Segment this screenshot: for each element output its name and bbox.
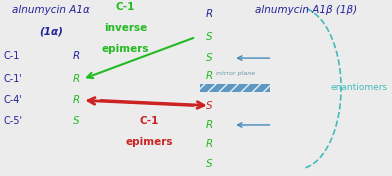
- Text: R: R: [206, 120, 213, 130]
- Text: enantiomers: enantiomers: [331, 83, 388, 93]
- Text: C-4': C-4': [4, 95, 23, 105]
- Text: epimers: epimers: [125, 137, 173, 147]
- Text: inverse: inverse: [104, 23, 147, 33]
- Text: (1α): (1α): [39, 26, 63, 36]
- Text: alnumycin A1α: alnumycin A1α: [12, 5, 90, 15]
- Text: C-5': C-5': [4, 117, 23, 126]
- Text: S: S: [207, 53, 213, 63]
- Text: R: R: [73, 95, 80, 105]
- Text: C-1: C-1: [139, 116, 159, 126]
- Text: R: R: [73, 74, 80, 84]
- Text: R: R: [206, 9, 213, 19]
- Text: C-1': C-1': [4, 74, 23, 84]
- Text: S: S: [73, 117, 80, 126]
- Text: C-1: C-1: [116, 2, 135, 12]
- Text: R: R: [73, 51, 80, 61]
- Text: alnumycin A1β (1β): alnumycin A1β (1β): [255, 5, 357, 15]
- Text: S: S: [207, 32, 213, 42]
- Text: mirror plane: mirror plane: [216, 71, 255, 76]
- Text: R: R: [206, 139, 213, 149]
- Text: C-1: C-1: [4, 51, 20, 61]
- Text: S: S: [207, 101, 213, 111]
- Text: R: R: [206, 71, 213, 81]
- Text: epimers: epimers: [102, 44, 149, 54]
- Text: S: S: [207, 159, 213, 169]
- Bar: [200, 84, 270, 92]
